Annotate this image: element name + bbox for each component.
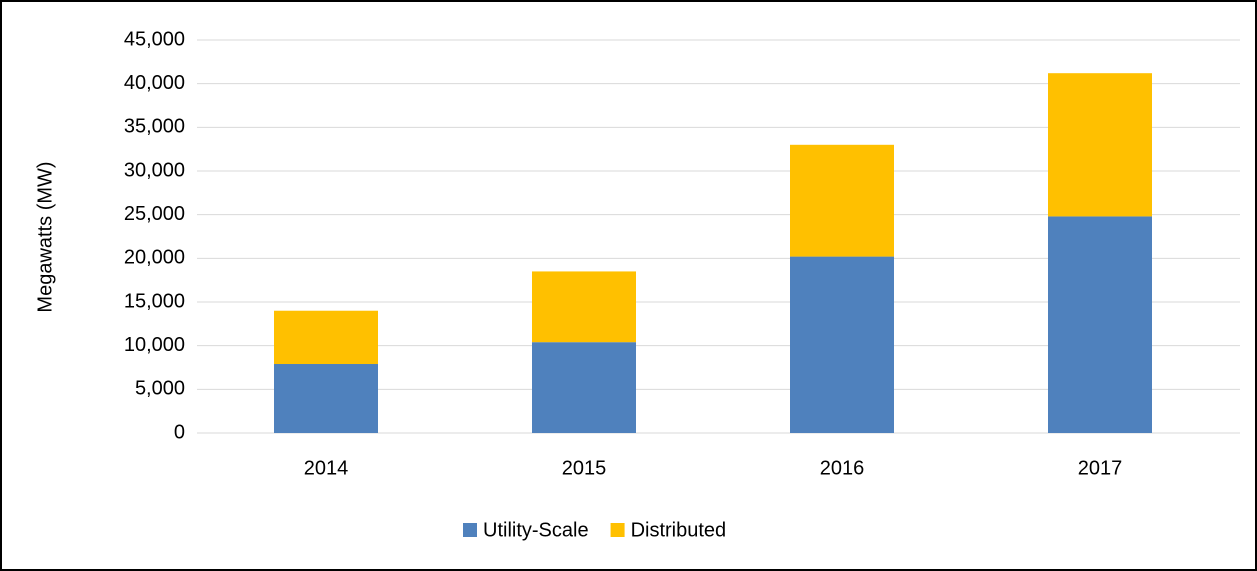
legend-swatch: [463, 523, 477, 537]
y-tick-label: 15,000: [124, 290, 185, 312]
y-tick-label: 5,000: [135, 378, 185, 400]
legend-label: Utility-Scale: [483, 519, 589, 541]
bar-segment: [1048, 216, 1152, 433]
y-tick-label: 45,000: [124, 28, 185, 50]
y-tick-label: 35,000: [124, 116, 185, 138]
bar-segment: [790, 144, 894, 257]
bar-segment: [274, 364, 378, 433]
y-axis-label: Megawatts (MW): [34, 161, 56, 312]
bar-segment: [790, 256, 894, 433]
y-tick-label: 0: [174, 421, 185, 443]
legend-swatch: [610, 523, 625, 537]
y-tick-label: 25,000: [124, 203, 185, 225]
x-tick-label: 2016: [820, 457, 865, 479]
y-tick-label: 30,000: [124, 159, 185, 181]
legend-label: Distributed: [631, 519, 727, 541]
x-tick-label: 2017: [1078, 457, 1123, 479]
y-tick-label: 10,000: [124, 334, 185, 356]
bar-segment: [532, 342, 636, 433]
y-tick-label: 20,000: [124, 247, 185, 269]
bar-segment: [274, 310, 378, 365]
x-tick-label: 2014: [304, 457, 349, 479]
y-tick-label: 40,000: [124, 72, 185, 94]
bar-segment: [532, 271, 636, 343]
bar-segment: [1048, 73, 1152, 217]
x-tick-label: 2015: [562, 457, 607, 479]
